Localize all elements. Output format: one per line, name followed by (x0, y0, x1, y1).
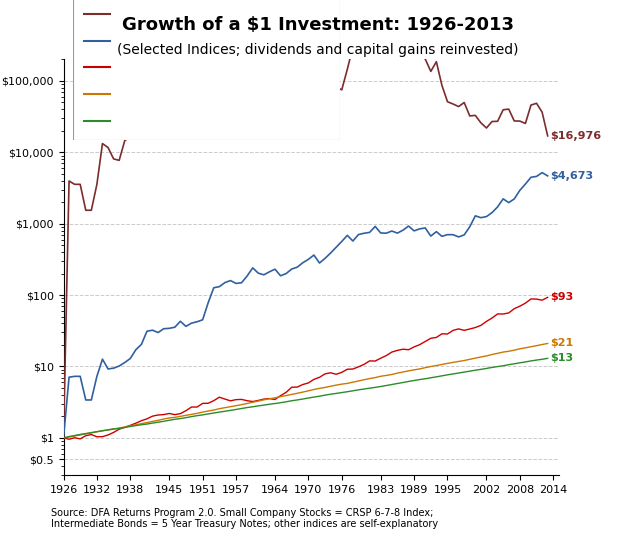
Text: 5.3%: 5.3% (286, 63, 316, 72)
Text: Intermediate Bonds: Intermediate Bonds (118, 63, 221, 72)
Text: One-Month US Treasury Bills: One-Month US Treasury Bills (118, 89, 265, 99)
Text: 3.5%: 3.5% (286, 89, 316, 99)
Text: Small Company Stocks: Small Company Stocks (118, 9, 238, 19)
Text: US Consumer Price Index: US Consumer Price Index (118, 116, 250, 126)
Text: Source: DFA Returns Program 2.0. Small Company Stocks = CRSP 6-7-8 Index;
Interm: Source: DFA Returns Program 2.0. Small C… (51, 508, 438, 529)
Text: (Selected Indices; dividends and capital gains reinvested): (Selected Indices; dividends and capital… (117, 43, 518, 57)
Text: 11.7%: 11.7% (286, 9, 323, 19)
Text: 10.1%: 10.1% (286, 36, 323, 46)
Text: Index: Index (95, 0, 127, 2)
Text: 3.0%: 3.0% (286, 116, 316, 126)
Text: $4,673: $4,673 (551, 171, 594, 181)
Text: $21: $21 (551, 339, 573, 348)
Text: $13: $13 (551, 353, 573, 363)
Text: Growth of a $1 Investment: 1926-2013: Growth of a $1 Investment: 1926-2013 (121, 16, 514, 34)
Text: Compounded Return: Compounded Return (255, 0, 375, 2)
Text: $16,976: $16,976 (551, 131, 601, 141)
FancyBboxPatch shape (73, 0, 340, 140)
Text: $93: $93 (551, 292, 573, 302)
Text: S&P 500 Index: S&P 500 Index (118, 36, 194, 46)
